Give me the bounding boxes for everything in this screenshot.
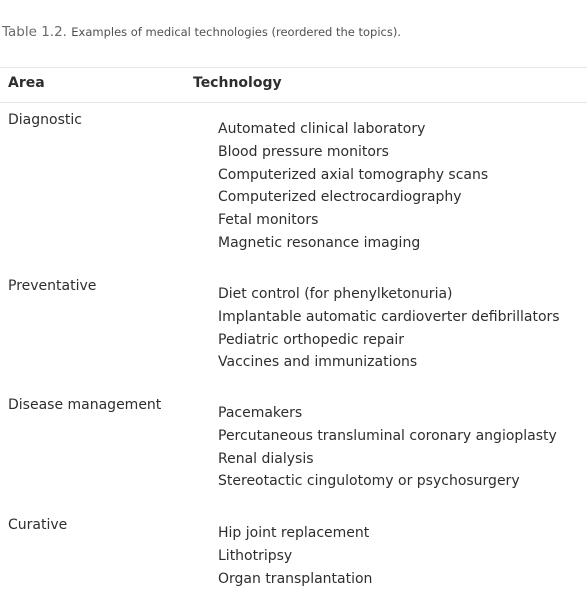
technology-item: Pediatric orthopedic repair [218, 331, 405, 348]
technology-list: Diet control (for phenylketonuria) Impla… [218, 283, 560, 374]
technology-item: Renal dialysis [218, 450, 314, 467]
table-caption-text: Examples of medical technologies (reorde… [71, 25, 402, 39]
area-cell: Preventative [8, 278, 97, 294]
table-caption: Table 1.2. Examples of medical technolog… [2, 24, 401, 40]
area-cell: Curative [8, 517, 68, 533]
technology-item: Computerized axial tomography scans [218, 166, 489, 183]
technology-item: Fetal monitors [218, 212, 319, 229]
technology-item: Blood pressure monitors [218, 143, 389, 160]
header-divider [0, 102, 587, 103]
technology-item: Organ transplantation [218, 570, 373, 587]
column-header-technology: Technology [193, 75, 282, 91]
technology-item: Magnetic resonance imaging [218, 234, 421, 251]
technology-item: Automated clinical laboratory [218, 121, 426, 137]
technology-item: Percutaneous transluminal coronary angio… [218, 427, 557, 444]
technology-item: Hip joint replacement [218, 525, 370, 541]
technology-item: Pacemakers [218, 405, 303, 421]
technology-item: Implantable automatic cardioverter defib… [218, 308, 560, 325]
technology-list: Hip joint replacement Lithotripsy Organ … [218, 522, 372, 590]
technology-item: Computerized electrocardiography [218, 189, 462, 206]
column-header-area: Area [8, 75, 45, 91]
technology-item: Diet control (for phenylketonuria) [218, 286, 453, 302]
technology-item: Stereotactic cingulotomy or psychosurger… [218, 473, 520, 490]
table-top-divider [0, 67, 587, 68]
technology-item: Vaccines and immunizations [218, 354, 418, 371]
technology-item: Lithotripsy [218, 547, 293, 564]
table-caption-label: Table 1.2. [2, 24, 67, 40]
area-cell: Disease management [8, 397, 162, 413]
area-cell: Diagnostic [8, 112, 82, 128]
technology-list: Automated clinical laboratory Blood pres… [218, 118, 488, 255]
technology-list: Pacemakers Percutaneous transluminal cor… [218, 402, 557, 493]
